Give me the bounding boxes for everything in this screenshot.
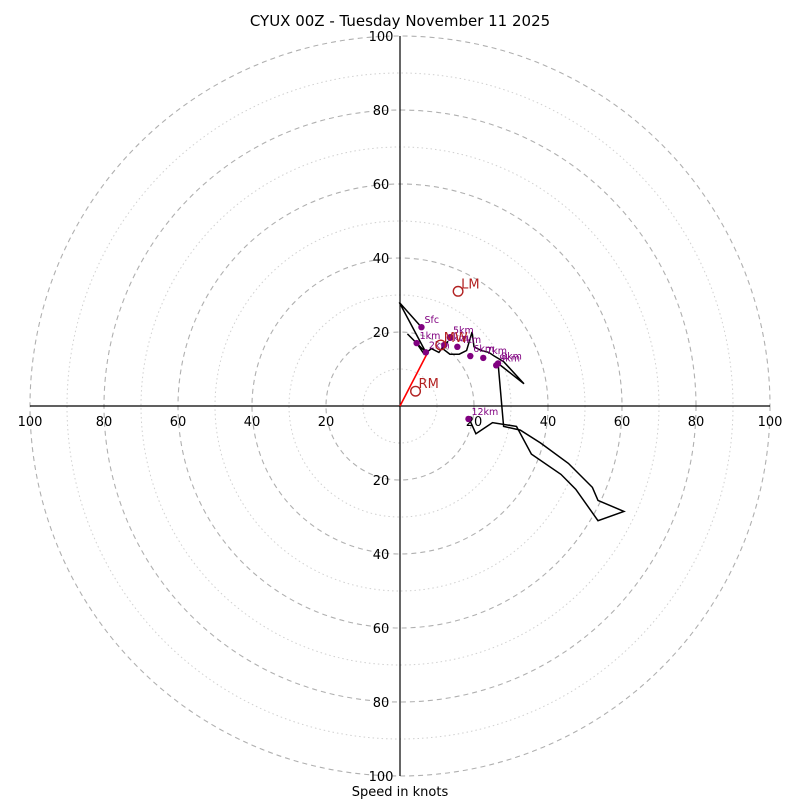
height-label-1km: 1km bbox=[420, 331, 441, 342]
tick-labels: 100 80 60 40 20 20 40 60 80 100204060801002040608… bbox=[18, 30, 783, 785]
tick-right-100: 100 bbox=[758, 415, 783, 430]
height-label-8km: 8km bbox=[501, 351, 522, 362]
x-axis-label: Speed in knots bbox=[352, 785, 449, 800]
storm-label-mw: MW bbox=[444, 331, 468, 346]
tick-right-80: 80 bbox=[688, 415, 705, 430]
height-marker-4km bbox=[454, 343, 461, 350]
height-marker-7km bbox=[480, 354, 487, 362]
storm-label-rm: RM bbox=[419, 377, 439, 392]
tick-up-20: 20 bbox=[373, 326, 390, 341]
tick-up-40: 40 bbox=[373, 252, 390, 267]
height-label-12km: 12km bbox=[471, 407, 498, 418]
height-marker-12km bbox=[465, 415, 472, 423]
storm-motion-line bbox=[399, 351, 429, 407]
height-label-9km: 9km bbox=[499, 353, 520, 364]
height-marker-9km bbox=[493, 362, 500, 369]
tick-left-80: 80 bbox=[96, 415, 113, 430]
tick-left-20: 20 bbox=[318, 415, 335, 430]
tick-up-100: 100 bbox=[369, 30, 394, 45]
storm-marker-mw bbox=[435, 339, 447, 351]
tick-down-20: 20 bbox=[373, 474, 390, 489]
height-label-4km: 4km bbox=[460, 335, 481, 346]
wind-profile bbox=[398, 301, 626, 522]
height-marker-1km bbox=[413, 339, 420, 347]
tick-up-80: 80 bbox=[373, 104, 390, 119]
height-label-6km: 6km bbox=[473, 344, 494, 355]
storm-marker-rm bbox=[410, 385, 422, 397]
height-marker-3km bbox=[441, 341, 448, 349]
height-marker-5km bbox=[446, 334, 454, 341]
height-marker-2km bbox=[422, 349, 430, 356]
tick-left-60: 60 bbox=[170, 415, 187, 430]
wind-profile-line bbox=[398, 301, 626, 522]
height-label-7km: 7km bbox=[486, 346, 507, 357]
storm-motion-vector bbox=[399, 351, 429, 407]
tick-up-60: 60 bbox=[373, 178, 390, 193]
tick-left-40: 40 bbox=[244, 415, 261, 430]
height-label-sfc: Sfc bbox=[424, 315, 439, 326]
tick-right-60: 60 bbox=[614, 415, 631, 430]
height-label-3km: 3km bbox=[447, 333, 468, 344]
chart-title: CYUX 00Z - Tuesday November 11 2025 bbox=[250, 12, 550, 30]
tick-down-80: 80 bbox=[373, 696, 390, 711]
tick-right-40: 40 bbox=[540, 415, 557, 430]
storm-motion-markers: RM LM MW bbox=[410, 277, 480, 397]
tick-left-100: 100 bbox=[18, 415, 43, 430]
storm-label-lm: LM bbox=[461, 277, 479, 292]
height-label-5km: 5km bbox=[453, 326, 474, 337]
tick-down-60: 60 bbox=[373, 622, 390, 637]
height-marker-sfc bbox=[418, 323, 425, 331]
tick-down-100: 100 bbox=[369, 770, 394, 785]
tick-down-40: 40 bbox=[373, 548, 390, 563]
height-label-2km: 2km bbox=[429, 340, 450, 351]
storm-marker-lm bbox=[452, 285, 464, 297]
height-marker-6km bbox=[467, 352, 474, 360]
